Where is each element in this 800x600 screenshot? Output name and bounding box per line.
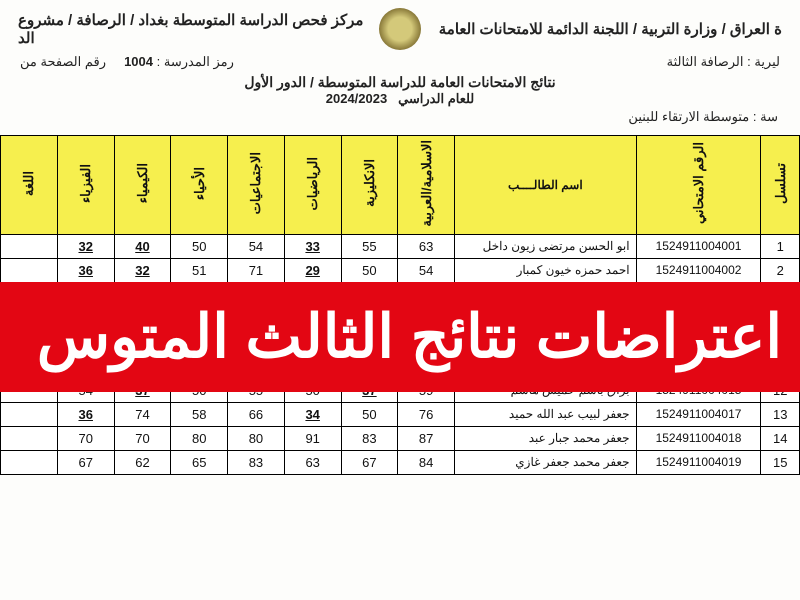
table-cell: 50: [341, 402, 398, 426]
table-row: 131524911004017جعفر لبيب عبد الله حميد76…: [1, 402, 800, 426]
table-row: 141524911004018جعفر محمد جبار عبد8783918…: [1, 426, 800, 450]
table-cell: 1524911004019: [636, 450, 761, 474]
table-cell: 54: [398, 258, 455, 282]
table-cell: [1, 450, 58, 474]
table-cell: 55: [341, 234, 398, 258]
table-cell: جعفر لبيب عبد الله حميد: [455, 402, 637, 426]
iraq-emblem-icon: [379, 8, 421, 50]
directorate: ليرية : الرصافة الثالثة: [667, 54, 780, 70]
table-cell: 84: [398, 450, 455, 474]
col-biology: الأحياء: [171, 136, 228, 235]
meta-row: سة : متوسطة الارتقاء للبنين: [12, 107, 788, 131]
top-line: ة العراق / وزارة التربية / اللجنة الدائم…: [12, 8, 788, 50]
table-cell: 67: [57, 450, 114, 474]
table-cell: 76: [398, 402, 455, 426]
table-cell: 65: [171, 450, 228, 474]
table-cell: 71: [228, 258, 285, 282]
table-row: 11524911004001ابو الحسن مرتضى زيون داخل6…: [1, 234, 800, 258]
document-header: ة العراق / وزارة التربية / اللجنة الدائم…: [0, 0, 800, 135]
table-cell: 63: [398, 234, 455, 258]
col-exam-no: الرقم الامتحاني: [636, 136, 761, 235]
table-cell: 34: [284, 402, 341, 426]
table-cell: 1: [761, 234, 800, 258]
table-cell: 1524911004017: [636, 402, 761, 426]
school-code-value: 1004: [124, 54, 153, 69]
table-cell: 14: [761, 426, 800, 450]
col-name: اسم الطالــــب: [455, 136, 637, 235]
table-cell: 2: [761, 258, 800, 282]
col-physics: الفيزياء: [57, 136, 114, 235]
sub-line-1: ليرية : الرصافة الثالثة رمز المدرسة : 10…: [12, 50, 788, 72]
year-label: للعام الدراسي: [398, 91, 474, 106]
table-cell: 66: [228, 402, 285, 426]
banner-text: اعتراضات نتائج الثالث المتوس: [37, 302, 782, 372]
table-cell: 1524911004018: [636, 426, 761, 450]
school-name: سة : متوسطة الارتقاء للبنين: [628, 109, 778, 125]
col-math: الرياضيات: [284, 136, 341, 235]
table-cell: 50: [341, 258, 398, 282]
table-cell: 36: [57, 258, 114, 282]
table-row: 151524911004019جعفر محمد جعفر غازي846763…: [1, 450, 800, 474]
school-label: سة :: [753, 109, 778, 124]
banner-overlay: اعتراضات نتائج الثالث المتوس: [0, 282, 800, 392]
table-cell: جعفر محمد جعفر غازي: [455, 450, 637, 474]
table-cell: 54: [228, 234, 285, 258]
table-cell: 87: [398, 426, 455, 450]
table-cell: 51: [171, 258, 228, 282]
table-header-row: تسلسل الرقم الامتحاني اسم الطالــــب الا…: [1, 136, 800, 235]
table-cell: 70: [57, 426, 114, 450]
table-cell: 83: [341, 426, 398, 450]
table-cell: 80: [171, 426, 228, 450]
title-block: نتائج الامتحانات العامة للدراسة المتوسطة…: [12, 74, 788, 107]
table-cell: 32: [114, 258, 171, 282]
directorate-label: ليرية :: [747, 54, 780, 69]
table-cell: 50: [171, 234, 228, 258]
results-title: نتائج الامتحانات العامة للدراسة المتوسطة…: [12, 74, 788, 91]
table-cell: 80: [228, 426, 285, 450]
table-cell: 67: [341, 450, 398, 474]
table-cell: 40: [114, 234, 171, 258]
col-social: الاجتماعيات: [228, 136, 285, 235]
table-cell: 74: [114, 402, 171, 426]
table-cell: 13: [761, 402, 800, 426]
col-french: اللغة: [1, 136, 58, 235]
table-cell: 83: [228, 450, 285, 474]
table-cell: احمد حمزه خيون كمبار: [455, 258, 637, 282]
table-cell: 1524911004001: [636, 234, 761, 258]
table-cell: 63: [284, 450, 341, 474]
col-seq: تسلسل: [761, 136, 800, 235]
table-cell: 1524911004002: [636, 258, 761, 282]
center-text: مركز فحص الدراسة المتوسطة بغداد / الرصاف…: [18, 11, 371, 47]
ministry-text: ة العراق / وزارة التربية / اللجنة الدائم…: [429, 20, 782, 38]
directorate-value: الرصافة الثالثة: [667, 54, 744, 69]
col-islamic: الاسلامية/العربية: [398, 136, 455, 235]
table-cell: 29: [284, 258, 341, 282]
school-code: رمز المدرسة : 1004 رقم الصفحة من: [20, 54, 234, 70]
table-cell: [1, 426, 58, 450]
school-value: متوسطة الارتقاء للبنين: [628, 109, 749, 124]
table-cell: [1, 234, 58, 258]
page-label: رقم الصفحة من: [20, 54, 106, 69]
col-chemistry: الكيمياء: [114, 136, 171, 235]
col-english: الانكليزية: [341, 136, 398, 235]
year-value: 2024/2023: [326, 91, 387, 106]
table-cell: [1, 258, 58, 282]
table-cell: 91: [284, 426, 341, 450]
table-cell: 32: [57, 234, 114, 258]
table-cell: ابو الحسن مرتضى زيون داخل: [455, 234, 637, 258]
table-cell: [1, 402, 58, 426]
table-cell: 36: [57, 402, 114, 426]
school-code-label: رمز المدرسة :: [157, 54, 234, 69]
table-cell: 15: [761, 450, 800, 474]
table-cell: 58: [171, 402, 228, 426]
table-cell: 33: [284, 234, 341, 258]
table-cell: 62: [114, 450, 171, 474]
table-cell: جعفر محمد جبار عبد: [455, 426, 637, 450]
year-line: للعام الدراسي 2024/2023: [12, 91, 788, 107]
table-cell: 70: [114, 426, 171, 450]
table-row: 21524911004002احمد حمزه خيون كمبار545029…: [1, 258, 800, 282]
